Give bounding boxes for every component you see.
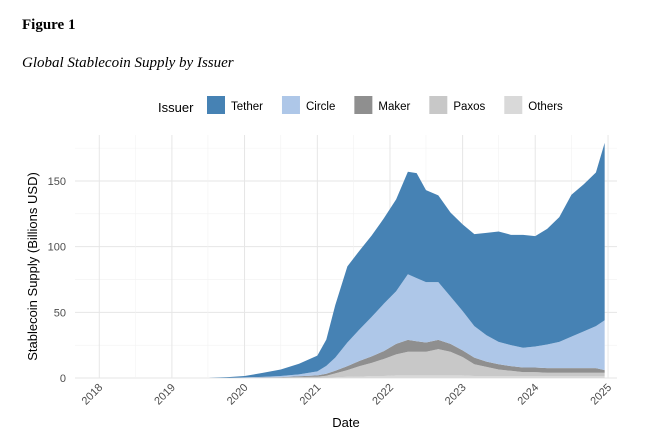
x-tick-label: 2022	[370, 382, 396, 408]
y-axis-title: Stablecoin Supply (Billions USD)	[25, 172, 40, 361]
x-tick-label: 2025	[588, 382, 614, 408]
x-axis-title: Date	[332, 415, 359, 430]
area-others	[80, 375, 605, 378]
area-maker	[80, 339, 605, 378]
legend-title: Issuer	[158, 100, 194, 115]
x-tick-label: 2018	[80, 382, 106, 408]
figure-label: Figure 1	[22, 17, 76, 33]
x-tick-label: 2023	[443, 382, 469, 408]
y-tick-label: 50	[54, 307, 66, 319]
y-tick-label: 150	[48, 176, 66, 188]
legend-swatch-circle	[281, 96, 300, 114]
x-tick-label: 2019	[152, 382, 178, 408]
x-tick-label: 2024	[516, 382, 542, 408]
area-tether	[80, 142, 605, 378]
legend-label-paxos: Paxos	[453, 101, 485, 113]
legend-swatch-maker	[354, 96, 373, 114]
y-tick-label: 100	[48, 242, 66, 254]
area-series	[80, 142, 605, 378]
legend-label-maker: Maker	[378, 101, 410, 113]
legend-swatch-tether	[207, 96, 225, 114]
x-tick-label: 2020	[225, 382, 251, 408]
legend-label-circle: Circle	[306, 101, 335, 113]
legend-label-others: Others	[528, 101, 563, 113]
area-paxos	[80, 349, 605, 378]
legend-label-tether: Tether	[231, 101, 263, 113]
x-axis-ticks: 2018 2019 2020 2021 2022 2023 2024 2025	[80, 382, 615, 408]
legend: Issuer Tether Circle Maker Paxos Others	[158, 96, 563, 115]
legend-swatch-paxos	[429, 96, 448, 114]
y-axis-ticks: 0 50 100 150	[48, 176, 66, 385]
figure-caption: Global Stablecoin Supply by Issuer	[22, 55, 234, 71]
legend-swatch-others	[504, 96, 523, 114]
area-circle	[80, 274, 605, 378]
y-tick-label: 0	[60, 373, 66, 385]
x-tick-label: 2021	[298, 382, 324, 408]
